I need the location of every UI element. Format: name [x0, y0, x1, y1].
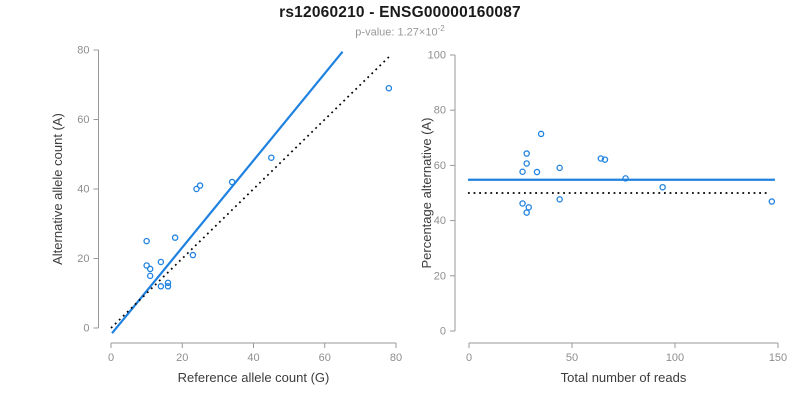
figure-title: rs12060210 - ENSG00000160087 [279, 4, 521, 21]
x-tick-label: 150 [769, 352, 787, 364]
y-tick-label: 80 [77, 45, 89, 57]
x-tick-label: 100 [666, 352, 684, 364]
data-point [143, 237, 150, 245]
x-axis-title: Reference allele count (G) [178, 370, 330, 385]
data-point [196, 182, 204, 189]
data-point [659, 183, 666, 191]
y-tick-label: 100 [428, 50, 446, 62]
data-point [523, 209, 530, 216]
x-tick-label: 50 [566, 352, 578, 364]
data-point [523, 150, 530, 157]
y-axis-title: Percentage alternative (A) [419, 117, 434, 268]
data-point [228, 178, 236, 186]
x-tick-label: 0 [466, 352, 472, 364]
y-tick-label: 60 [434, 160, 446, 172]
x-axis-title: Total number of reads [561, 370, 687, 385]
data-point [193, 185, 200, 193]
data-point [164, 279, 172, 287]
y-tick-label: 80 [434, 105, 446, 117]
data-point [157, 258, 165, 266]
y-axis-title: Alternative allele count (A) [50, 113, 65, 265]
data-point [523, 160, 530, 167]
data-point [519, 200, 526, 207]
data-point [189, 251, 197, 259]
pvalue-label: p-value: 1.27×10 [355, 26, 438, 39]
identity-line [110, 54, 392, 329]
x-tick-label: 80 [390, 352, 402, 364]
data-point [768, 198, 776, 205]
data-point [146, 265, 154, 273]
data-point [171, 234, 179, 241]
x-tick-label: 40 [247, 352, 259, 364]
y-tick-label: 0 [83, 323, 89, 335]
data-point [556, 164, 563, 172]
y-tick-label: 20 [77, 253, 89, 265]
data-point [537, 130, 545, 138]
y-tick-label: 40 [77, 184, 89, 196]
data-point [519, 168, 526, 175]
y-tick-label: 40 [434, 215, 446, 227]
y-tick-label: 20 [434, 270, 446, 282]
data-point [385, 84, 393, 92]
y-tick-label: 60 [77, 114, 89, 126]
data-point [157, 283, 165, 290]
data-point [164, 283, 172, 290]
data-point [143, 262, 150, 269]
data-point [525, 204, 532, 211]
x-tick-label: 0 [108, 352, 114, 364]
data-point [533, 168, 541, 176]
x-tick-label: 60 [319, 352, 331, 364]
fit-line [111, 51, 344, 334]
y-tick-label: 0 [440, 326, 446, 338]
pvalue-exponent: -2 [437, 24, 445, 33]
pvalue-subtitle: p-value: 1.27×10-2 [0, 24, 800, 39]
data-point [146, 272, 154, 280]
data-point [597, 155, 605, 162]
data-point [601, 156, 609, 163]
data-point [556, 196, 563, 203]
data-point [268, 154, 275, 161]
data-point [622, 175, 629, 182]
x-tick-label: 20 [176, 352, 188, 364]
